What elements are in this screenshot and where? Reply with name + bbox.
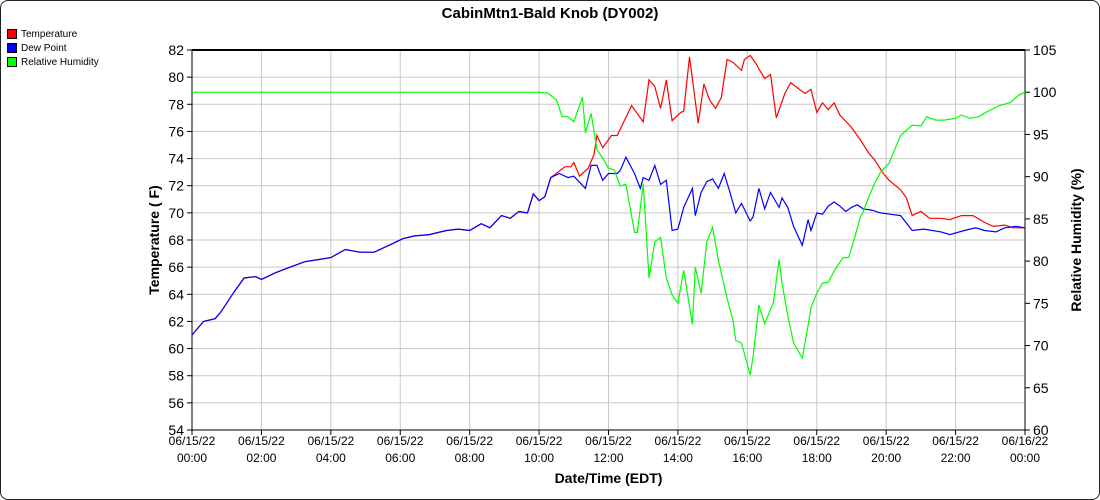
x-tick-label-time: 00:00 [177,451,207,465]
x-tick-label-time: 18:00 [802,451,832,465]
x-tick-label-time: 12:00 [593,451,623,465]
y-tick-label-left: 68 [168,232,184,248]
y-tick-label-left: 66 [168,259,184,275]
x-tick-label-date: 06/15/22 [655,434,702,448]
x-tick-label-date: 06/15/22 [516,434,563,448]
y-axis-label-right: Relative Humidity (%) [1068,168,1084,311]
x-tick-label-time: 10:00 [524,451,554,465]
y-tick-label-right: 75 [1033,295,1049,311]
x-tick-label-time: 22:00 [941,451,971,465]
x-tick-label-date: 06/15/22 [932,434,979,448]
y-tick-label-right: 65 [1033,380,1049,396]
x-tick-label-time: 16:00 [732,451,762,465]
y-tick-label-left: 74 [168,151,184,167]
x-tick-label-date: 06/15/22 [793,434,840,448]
y-axis-label-left: Temperature ( F) [146,185,162,294]
y-tick-label-left: 60 [168,341,184,357]
y-tick-label-left: 58 [168,368,184,384]
legend-item-dew-point: Dew Point [7,41,99,55]
x-tick-label-time: 14:00 [663,451,693,465]
y-tick-label-left: 76 [168,123,184,139]
x-tick-label-date: 06/15/22 [307,434,354,448]
y-tick-label-right: 105 [1033,42,1057,58]
y-tick-label-left: 56 [168,395,184,411]
y-tick-label-right: 60 [1033,422,1049,438]
legend-label: Dew Point [21,42,67,54]
x-tick-label-date: 06/15/22 [238,434,285,448]
series-line-dew-point [191,155,1026,336]
legend-label: Relative Humidity [21,56,99,68]
x-tick-label-date: 06/16/22 [1002,434,1049,448]
y-tick-label-right: 70 [1033,338,1049,354]
y-tick-label-right: 90 [1033,169,1049,185]
x-tick-label-time: 06:00 [385,451,415,465]
x-tick-label-time: 00:00 [1010,451,1040,465]
x-tick-label-date: 06/15/22 [377,434,424,448]
y-tick-label-left: 64 [168,286,184,302]
y-tick-label-left: 80 [168,69,184,85]
x-tick-label-time: 20:00 [871,451,901,465]
y-tick-label-left: 78 [168,96,184,112]
x-tick-label-date: 06/15/22 [863,434,910,448]
x-tick-label-date: 06/15/22 [724,434,771,448]
legend-item-temperature: Temperature [7,27,99,41]
y-tick-label-left: 72 [168,178,184,194]
x-axis-label: Date/Time (EDT) [555,470,663,486]
legend-label: Temperature [21,28,78,40]
legend-swatch-dew-point [7,43,17,53]
y-tick-label-left: 54 [168,422,184,438]
x-tick-label-time: 02:00 [246,451,276,465]
x-tick-label-date: 06/15/22 [585,434,632,448]
legend-item-relative-humidity: Relative Humidity [7,55,99,69]
x-tick-label-date: 06/15/22 [169,434,216,448]
y-tick-label-left: 70 [168,205,184,221]
y-tick-label-right: 85 [1033,211,1049,227]
x-tick-label-date: 06/15/22 [446,434,493,448]
series-line-relative-humidity [192,91,1026,376]
legend-swatch-relative-humidity [7,57,17,67]
y-tick-label-left: 82 [168,42,184,58]
y-tick-label-right: 80 [1033,253,1049,269]
y-tick-label-left: 62 [168,313,184,329]
x-tick-label-time: 04:00 [316,451,346,465]
y-tick-label-right: 95 [1033,126,1049,142]
chart-title: CabinMtn1-Bald Knob (DY002) [441,5,659,22]
legend: Temperature Dew Point Relative Humidity [7,27,99,69]
legend-swatch-temperature [7,29,17,39]
y-tick-label-right: 100 [1033,84,1057,100]
x-tick-label-time: 08:00 [455,451,485,465]
